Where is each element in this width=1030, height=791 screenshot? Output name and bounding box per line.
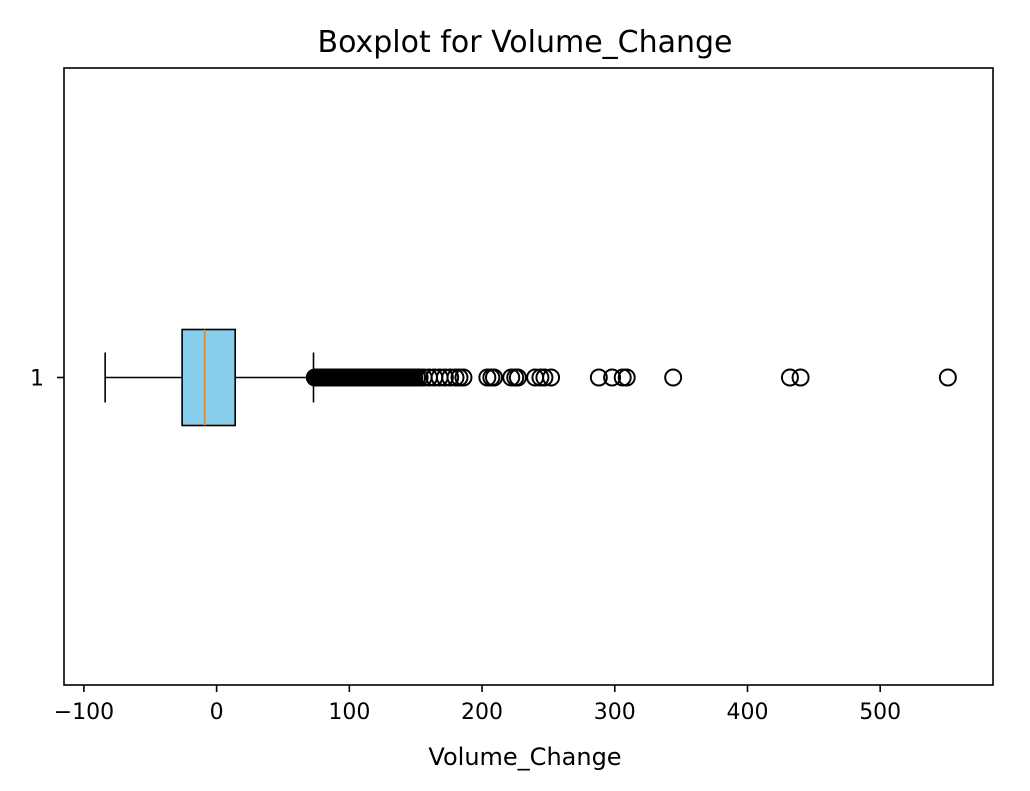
chart-title: Boxplot for Volume_Change: [317, 25, 732, 60]
outlier-point: [542, 368, 561, 387]
outlier-point: [613, 368, 632, 387]
outlier-point: [938, 368, 957, 387]
y-tick-label: 1: [30, 367, 44, 392]
x-tick-label: −100: [54, 700, 114, 725]
outlier-point: [441, 368, 460, 387]
plot-area: [104, 328, 957, 427]
outlier-point: [780, 368, 799, 387]
outlier-point: [617, 368, 636, 387]
x-axis: −100 0 100 200 300 400 500: [54, 685, 901, 725]
x-tick-label: 0: [210, 700, 224, 725]
x-tick-label: 500: [859, 700, 901, 725]
outlier-point: [589, 368, 608, 387]
x-tick-label: 100: [328, 700, 370, 725]
outlier-point: [603, 368, 622, 387]
axes-frame: [63, 67, 994, 686]
x-tick-label: 200: [461, 700, 503, 725]
outlier-point: [508, 368, 527, 387]
outlier-point: [664, 368, 683, 387]
iqr-box: [181, 328, 237, 427]
outlier-point: [484, 368, 503, 387]
x-tick-label: 300: [594, 700, 636, 725]
outlier-point: [791, 368, 810, 387]
outlier-point: [535, 368, 554, 387]
y-axis: 1: [30, 367, 64, 392]
outlier-point: [454, 368, 473, 387]
x-tick-label: 400: [726, 700, 768, 725]
x-axis-label: Volume_Change: [428, 743, 621, 771]
outlier-point: [435, 368, 454, 387]
